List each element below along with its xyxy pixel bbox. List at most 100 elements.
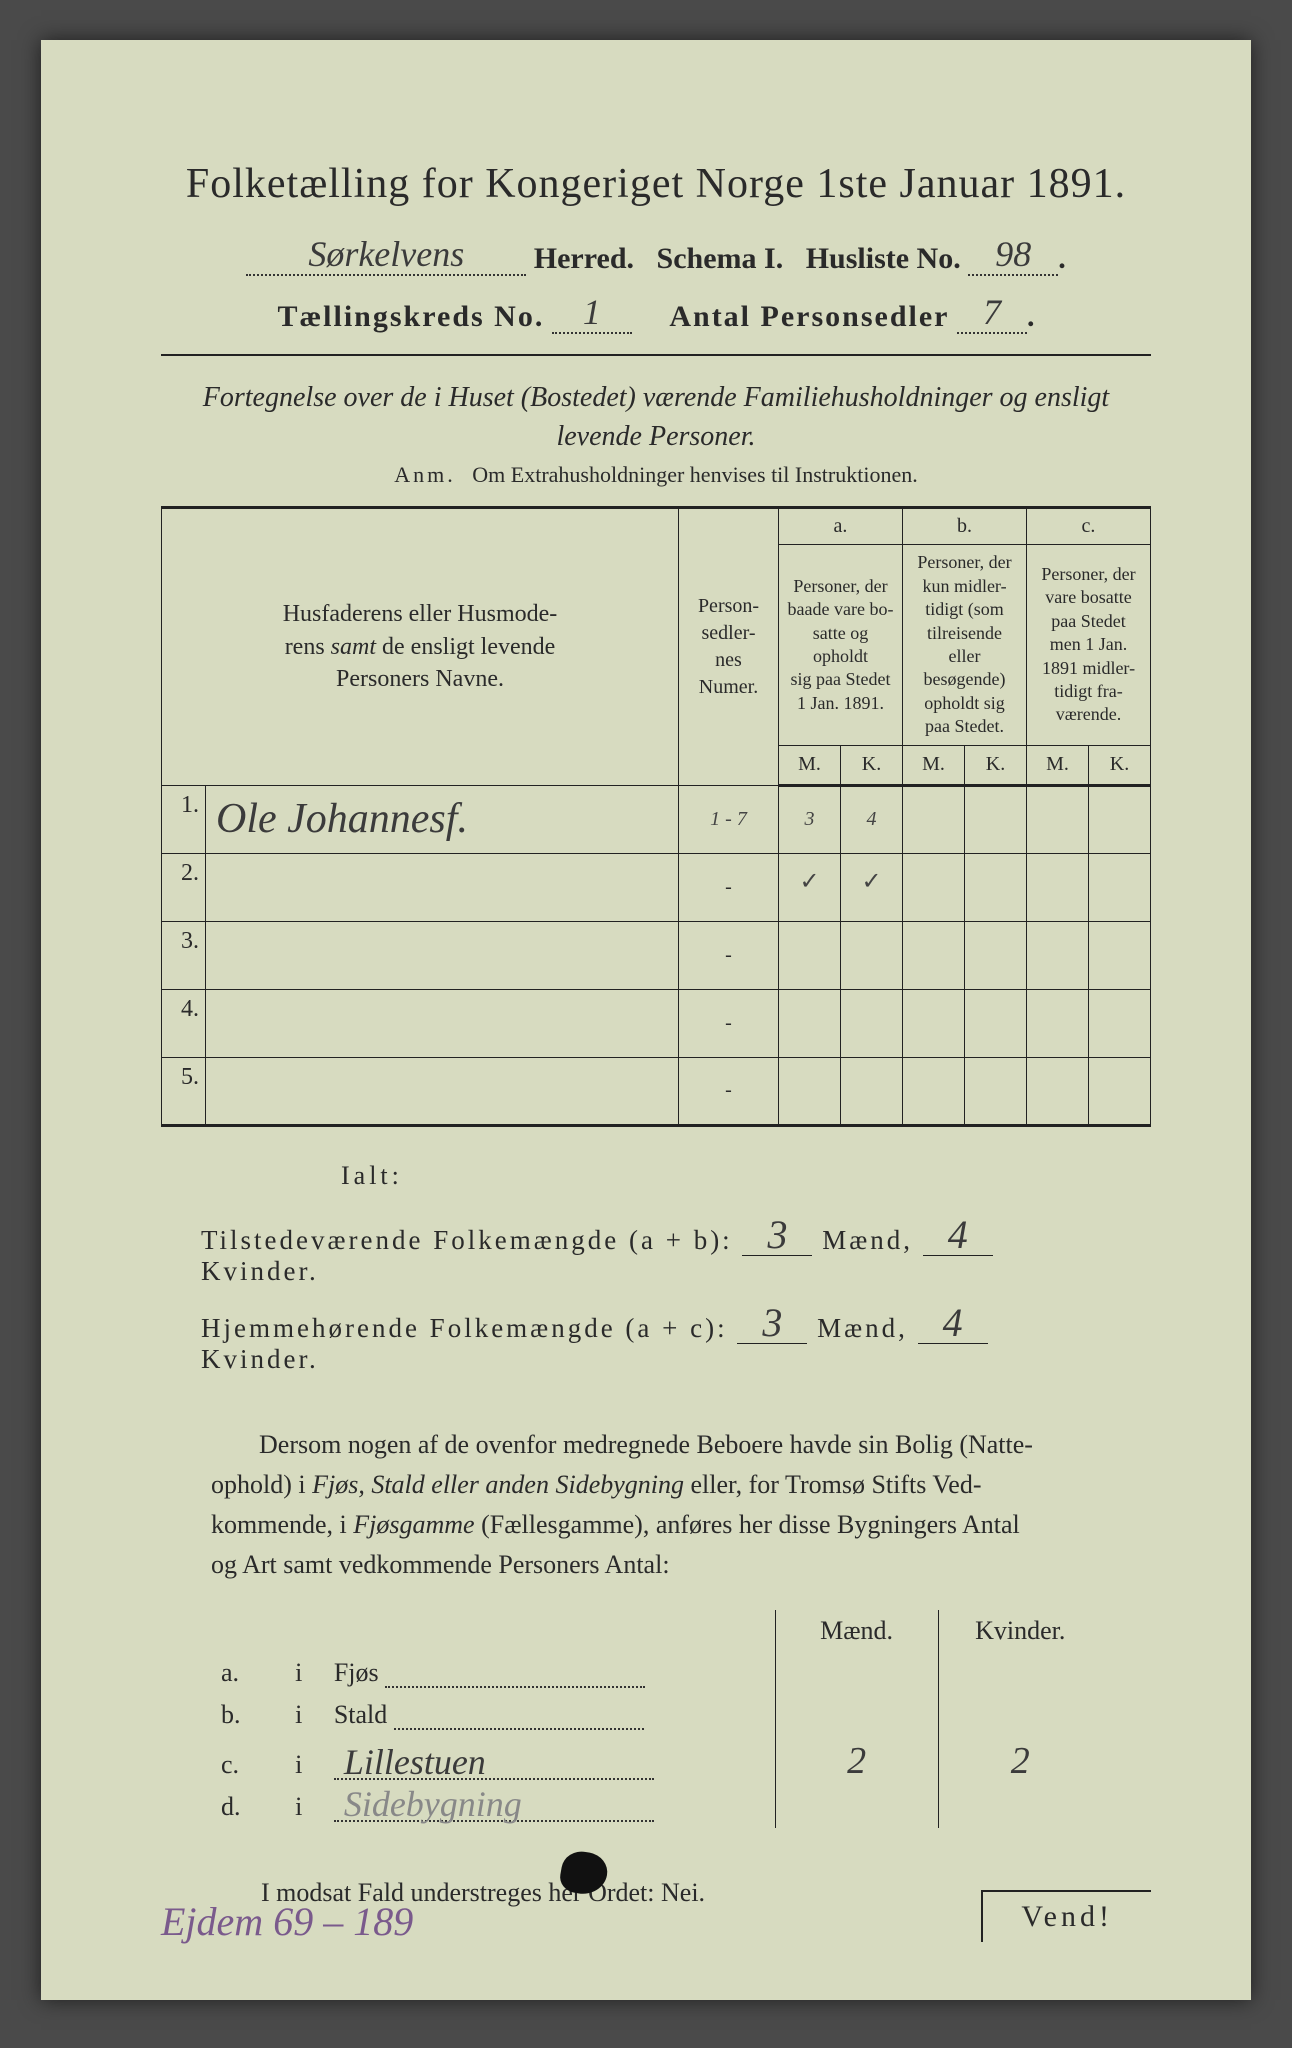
- row-1-num: 1.: [162, 785, 206, 853]
- row-1-cK: [1089, 785, 1151, 853]
- anm-lead: Anm.: [394, 462, 456, 487]
- census-form-page: Folketælling for Kongeriget Norge 1ste J…: [41, 40, 1251, 2000]
- row-2-cK: [1089, 853, 1151, 921]
- page-title: Folketælling for Kongeriget Norge 1ste J…: [161, 160, 1151, 208]
- col-c-label: c.: [1027, 508, 1151, 545]
- schema-label: Schema I.: [657, 242, 784, 275]
- kreds-no: 1: [583, 294, 601, 330]
- herred-label: Herred.: [534, 242, 634, 275]
- antal-val: 7: [983, 294, 1001, 330]
- totals-home-label: Hjemmehørende Folkemængde (a + c):: [201, 1313, 728, 1343]
- side-d-m: [775, 1786, 938, 1828]
- col-c-text: Personer, dervare bosattepaa Stedetmen 1…: [1027, 545, 1151, 745]
- row-1-aM: 3: [779, 785, 841, 853]
- side-a-name: Fjøs: [324, 1652, 775, 1694]
- anm-text: Om Extrahusholdninger henvises til Instr…: [472, 462, 917, 487]
- col-numer: Person-sedler-nesNumer.: [679, 508, 779, 785]
- row-2-aM: ✓: [779, 853, 841, 921]
- side-b-k: [938, 1694, 1102, 1736]
- side-d-i: i: [274, 1786, 324, 1828]
- totals-home: Hjemmehørende Folkemængde (a + c): 3 Mæn…: [201, 1303, 1111, 1375]
- row-3-num: 3.: [162, 921, 206, 989]
- col-a-k: K.: [841, 745, 903, 785]
- desc-1: Fortegnelse over de i Huset (Bostedet) v…: [203, 382, 1109, 413]
- col-c-k: K.: [1089, 745, 1151, 785]
- side-b-name: Stald: [324, 1694, 775, 1736]
- side-building-paragraph: Dersom nogen af de ovenfor medregnede Be…: [211, 1425, 1151, 1586]
- row-3-numer: -: [679, 921, 779, 989]
- totals-present-m: 3: [767, 1215, 787, 1255]
- row-5-num: 5.: [162, 1057, 206, 1125]
- side-b-i: i: [274, 1694, 324, 1736]
- kreds-line: Tællingskreds No. 1 Antal Personsedler 7…: [161, 294, 1151, 334]
- row-1-numer: 1 - 7: [679, 785, 779, 853]
- row-4-numer: -: [679, 989, 779, 1057]
- col-names: Husfaderens eller Husmode-rens samt de e…: [162, 508, 679, 785]
- side-b-m: [775, 1694, 938, 1736]
- totals-present-k: 4: [948, 1215, 968, 1255]
- side-c-i: i: [274, 1736, 324, 1786]
- row-2-numer: -: [679, 853, 779, 921]
- row-2-bM: [903, 853, 965, 921]
- totals-home-m: 3: [762, 1303, 782, 1343]
- row-5-numer: -: [679, 1057, 779, 1125]
- side-a-label: a.: [211, 1652, 274, 1694]
- row-2-bK: [965, 853, 1027, 921]
- herred-line: Sørkelvens Herred. Schema I. Husliste No…: [161, 236, 1151, 276]
- husliste-label: Husliste No.: [806, 242, 961, 275]
- row-1-bK: [965, 785, 1027, 853]
- col-b-m: M.: [903, 745, 965, 785]
- side-b-label: b.: [211, 1694, 274, 1736]
- row-2-cM: [1027, 853, 1089, 921]
- row-3-name: [206, 921, 679, 989]
- maend-label-1: Mænd,: [822, 1225, 913, 1255]
- side-d-k: [938, 1786, 1102, 1828]
- col-c-m: M.: [1027, 745, 1089, 785]
- side-d-label: d.: [211, 1786, 274, 1828]
- side-building-table: Mænd. Kvinder. a. i Fjøs b. i Stald c. i…: [211, 1610, 1102, 1828]
- kvinder-label-2: Kvinder.: [201, 1344, 319, 1374]
- desc-2: levende Personer.: [556, 421, 755, 452]
- description-line: Fortegnelse over de i Huset (Bostedet) v…: [161, 378, 1151, 456]
- totals-block: Tilstedeværende Folkemængde (a + b): 3 M…: [201, 1215, 1111, 1375]
- side-a-i: i: [274, 1652, 324, 1694]
- col-a-label: a.: [779, 508, 903, 545]
- totals-home-k: 4: [943, 1303, 963, 1343]
- herred-handwritten: Sørkelvens: [308, 236, 464, 272]
- household-table: Husfaderens eller Husmode-rens samt de e…: [161, 506, 1151, 1126]
- side-a-m: [775, 1652, 938, 1694]
- row-1-name: Ole Johannesf.: [206, 785, 679, 853]
- bottom-handwritten-note: Ejdem 69 – 189: [161, 1902, 413, 1942]
- col-b-label: b.: [903, 508, 1027, 545]
- col-b-text: Personer, derkun midler-tidigt (somtilre…: [903, 545, 1027, 745]
- antal-label: Antal Personsedler: [669, 300, 949, 333]
- row-4-num: 4.: [162, 989, 206, 1057]
- row-2-name: [206, 853, 679, 921]
- row-1-bM: [903, 785, 965, 853]
- row-1-aK: 4: [841, 785, 903, 853]
- husliste-no: 98: [995, 236, 1031, 272]
- kreds-label: Tællingskreds No.: [278, 300, 545, 333]
- col-a-text: Personer, derbaade vare bo-satte og opho…: [779, 545, 903, 745]
- anm-line: Anm. Om Extrahusholdninger henvises til …: [161, 462, 1151, 488]
- row-5-name: [206, 1057, 679, 1125]
- side-head-maend: Mænd.: [775, 1610, 938, 1652]
- col-a-m: M.: [779, 745, 841, 785]
- row-2-aK: ✓: [841, 853, 903, 921]
- side-head-kvinder: Kvinder.: [938, 1610, 1102, 1652]
- divider: [161, 354, 1151, 356]
- totals-present: Tilstedeværende Folkemængde (a + b): 3 M…: [201, 1215, 1111, 1287]
- vend-label: Vend!: [981, 1890, 1151, 1942]
- side-c-label: c.: [211, 1736, 274, 1786]
- row-2-num: 2.: [162, 853, 206, 921]
- row-1-cM: [1027, 785, 1089, 853]
- side-a-k: [938, 1652, 1102, 1694]
- side-c-k: 2: [938, 1736, 1102, 1786]
- totals-present-label: Tilstedeværende Folkemængde (a + b):: [201, 1225, 733, 1255]
- col-b-k: K.: [965, 745, 1027, 785]
- maend-label-2: Mænd,: [817, 1313, 908, 1343]
- row-4-name: [206, 989, 679, 1057]
- side-c-m: 2: [775, 1736, 938, 1786]
- side-c-name: Lillestuen: [324, 1736, 775, 1786]
- ialt-label: Ialt:: [341, 1161, 1151, 1191]
